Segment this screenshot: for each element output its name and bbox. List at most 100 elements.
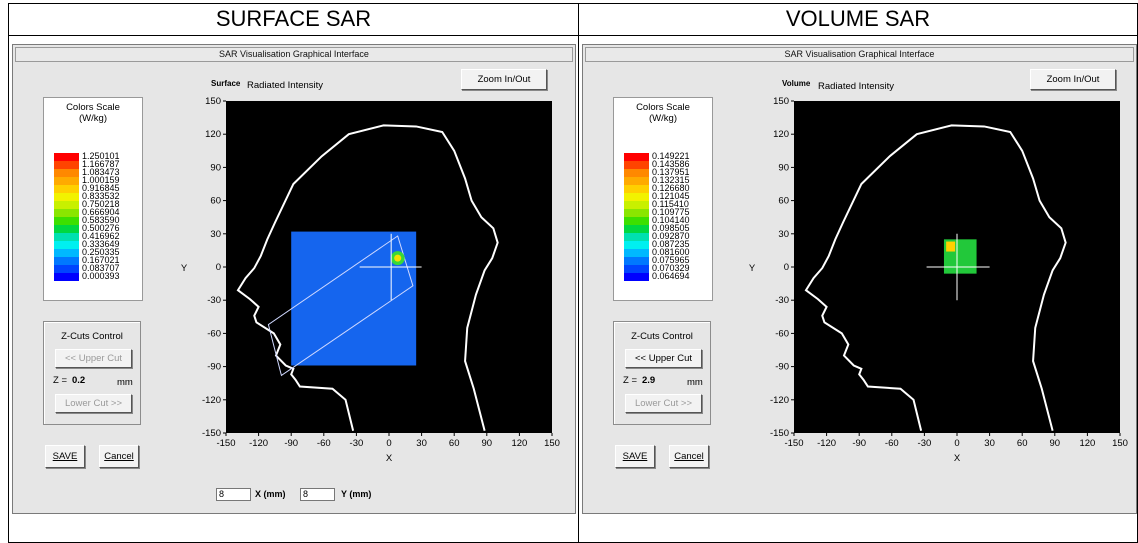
color-swatch: [54, 217, 79, 225]
color-scale-value: 0.833532: [82, 191, 120, 201]
color-scale-value: 0.666904: [82, 207, 120, 217]
color-swatch: [54, 257, 79, 265]
color-scale-value: 0.167021: [82, 255, 120, 265]
color-swatch: [624, 209, 649, 217]
y-axis-label: Y: [181, 263, 188, 274]
x-tick-label: 30: [416, 438, 427, 449]
z-value: 2.9: [642, 375, 656, 386]
color-swatch: [54, 233, 79, 241]
x-tick-label: 30: [984, 438, 995, 449]
color-swatch: [624, 161, 649, 169]
color-scale-value: 0.583590: [82, 215, 120, 225]
color-swatch: [624, 257, 649, 265]
color-scale-value: 0.416962: [82, 231, 120, 241]
color-scale-unit: (W/kg): [649, 113, 677, 124]
color-values: 0.149221 0.143586 0.137951 0.132315 0.126680…: [652, 152, 690, 281]
sar-plot[interactable]: -150 -120 -90 -60 -30 0 30 60 90 120 150 150 120 90 60…: [743, 92, 1138, 484]
x-tick-label: 150: [1112, 438, 1128, 449]
window-title: SAR Visualisation Graphical Interface: [15, 47, 573, 62]
x-tick-label: -150: [216, 438, 235, 449]
color-scale-value: 0.333649: [82, 239, 120, 249]
y-tick-label: 120: [205, 129, 221, 140]
z-label: Z =: [53, 375, 67, 386]
y-tick-label: -150: [202, 428, 221, 439]
color-scale-value: 0.109775: [652, 207, 690, 217]
hotspot: [946, 241, 956, 252]
x-tick-label: 90: [482, 438, 493, 449]
y-tick-label: 90: [210, 162, 221, 173]
z-value: 0.2: [72, 375, 86, 386]
y-tick-label: -60: [207, 328, 221, 339]
x-tick-label: -120: [249, 438, 268, 449]
x-tick-label: -30: [918, 438, 932, 449]
mode-label: Surface: [211, 79, 241, 88]
zoom-button[interactable]: Zoom In/Out: [1030, 69, 1116, 90]
color-scale-value: 0.115410: [652, 199, 689, 209]
sar-plot[interactable]: -150 -120 -90 -60 -30 0 30 60 90 120 150 150 120 90 60…: [175, 92, 570, 484]
x-input[interactable]: 8: [216, 488, 251, 501]
panel-heading: SURFACE SAR: [215, 6, 372, 31]
upper-cut-button[interactable]: << Upper Cut: [625, 349, 702, 368]
y-tick-label: -90: [207, 362, 221, 373]
x-tick-label: 90: [1050, 438, 1061, 449]
color-scale-value: 0.137951: [652, 167, 690, 177]
hotspot-core: [394, 254, 402, 262]
save-button[interactable]: SAVE: [45, 445, 85, 468]
x-tick-label: -90: [284, 438, 298, 449]
x-tick-label: -120: [817, 438, 836, 449]
color-swatch: [624, 153, 649, 161]
phone-outline: [267, 235, 414, 377]
zoom-button[interactable]: Zoom In/Out: [461, 69, 547, 90]
cancel-button[interactable]: Cancel: [669, 445, 709, 468]
y-tick-label: 30: [778, 229, 789, 240]
color-scale-title: Colors Scale: [636, 102, 690, 113]
x-tick-label: 60: [449, 438, 460, 449]
lower-cut-button[interactable]: Lower Cut >>: [55, 394, 132, 413]
y-tick-label: -60: [775, 328, 789, 339]
color-scale-value: 0.143586: [652, 159, 690, 169]
color-scale-value: 0.087235: [652, 239, 690, 249]
x-tick-label: -90: [852, 438, 866, 449]
color-swatch: [54, 169, 79, 177]
color-scale: Colors Scale (W/kg) 1.250101 1.166787 1.08…: [43, 97, 143, 301]
sar-window: SAR Visualisation Graphical Interface Su…: [12, 44, 576, 514]
color-scale-title: Colors Scale: [66, 102, 120, 113]
color-swatch: [54, 273, 79, 281]
cancel-button[interactable]: Cancel: [99, 445, 139, 468]
color-swatch: [624, 217, 649, 225]
color-scale-value: 0.500276: [82, 223, 120, 233]
y-input[interactable]: 8: [300, 488, 335, 501]
color-scale-value: 0.070329: [652, 263, 690, 273]
x-tick-label: 120: [511, 438, 527, 449]
x-tick-label: -150: [784, 438, 803, 449]
x-tick-label: -60: [885, 438, 899, 449]
color-swatch: [624, 193, 649, 201]
y-tick-label: 120: [773, 129, 789, 140]
y-tick-label: 150: [205, 96, 221, 107]
color-swatch: [54, 161, 79, 169]
surface-sar-panel: SURFACE SAR SAR Visualisation Graphical …: [8, 3, 579, 543]
y-tick-label: 60: [210, 196, 221, 207]
z-unit: mm: [117, 377, 133, 388]
volume-sar-panel: VOLUME SAR SAR Visualisation Graphical I…: [578, 3, 1138, 543]
x-tick-label: 120: [1079, 438, 1095, 449]
y-axis-label: Y: [749, 263, 756, 274]
x-tick-label: 0: [386, 438, 391, 449]
save-button[interactable]: SAVE: [615, 445, 655, 468]
color-scale-value: 0.104140: [652, 215, 690, 225]
color-scale-value: 0.750218: [82, 199, 120, 209]
color-swatch: [54, 201, 79, 209]
color-swatches: [54, 153, 79, 281]
x-tick-label: 0: [954, 438, 959, 449]
color-swatch: [54, 225, 79, 233]
color-swatches: [624, 153, 649, 281]
y-tick-label: -30: [207, 295, 221, 306]
y-tick-label: 30: [210, 229, 221, 240]
color-scale-value: 1.083473: [82, 167, 120, 177]
color-swatch: [624, 241, 649, 249]
upper-cut-button[interactable]: << Upper Cut: [55, 349, 132, 368]
lower-cut-button[interactable]: Lower Cut >>: [625, 394, 702, 413]
color-swatch: [624, 201, 649, 209]
y-tick-label: 150: [773, 96, 789, 107]
y-tick-label: -120: [202, 395, 221, 406]
